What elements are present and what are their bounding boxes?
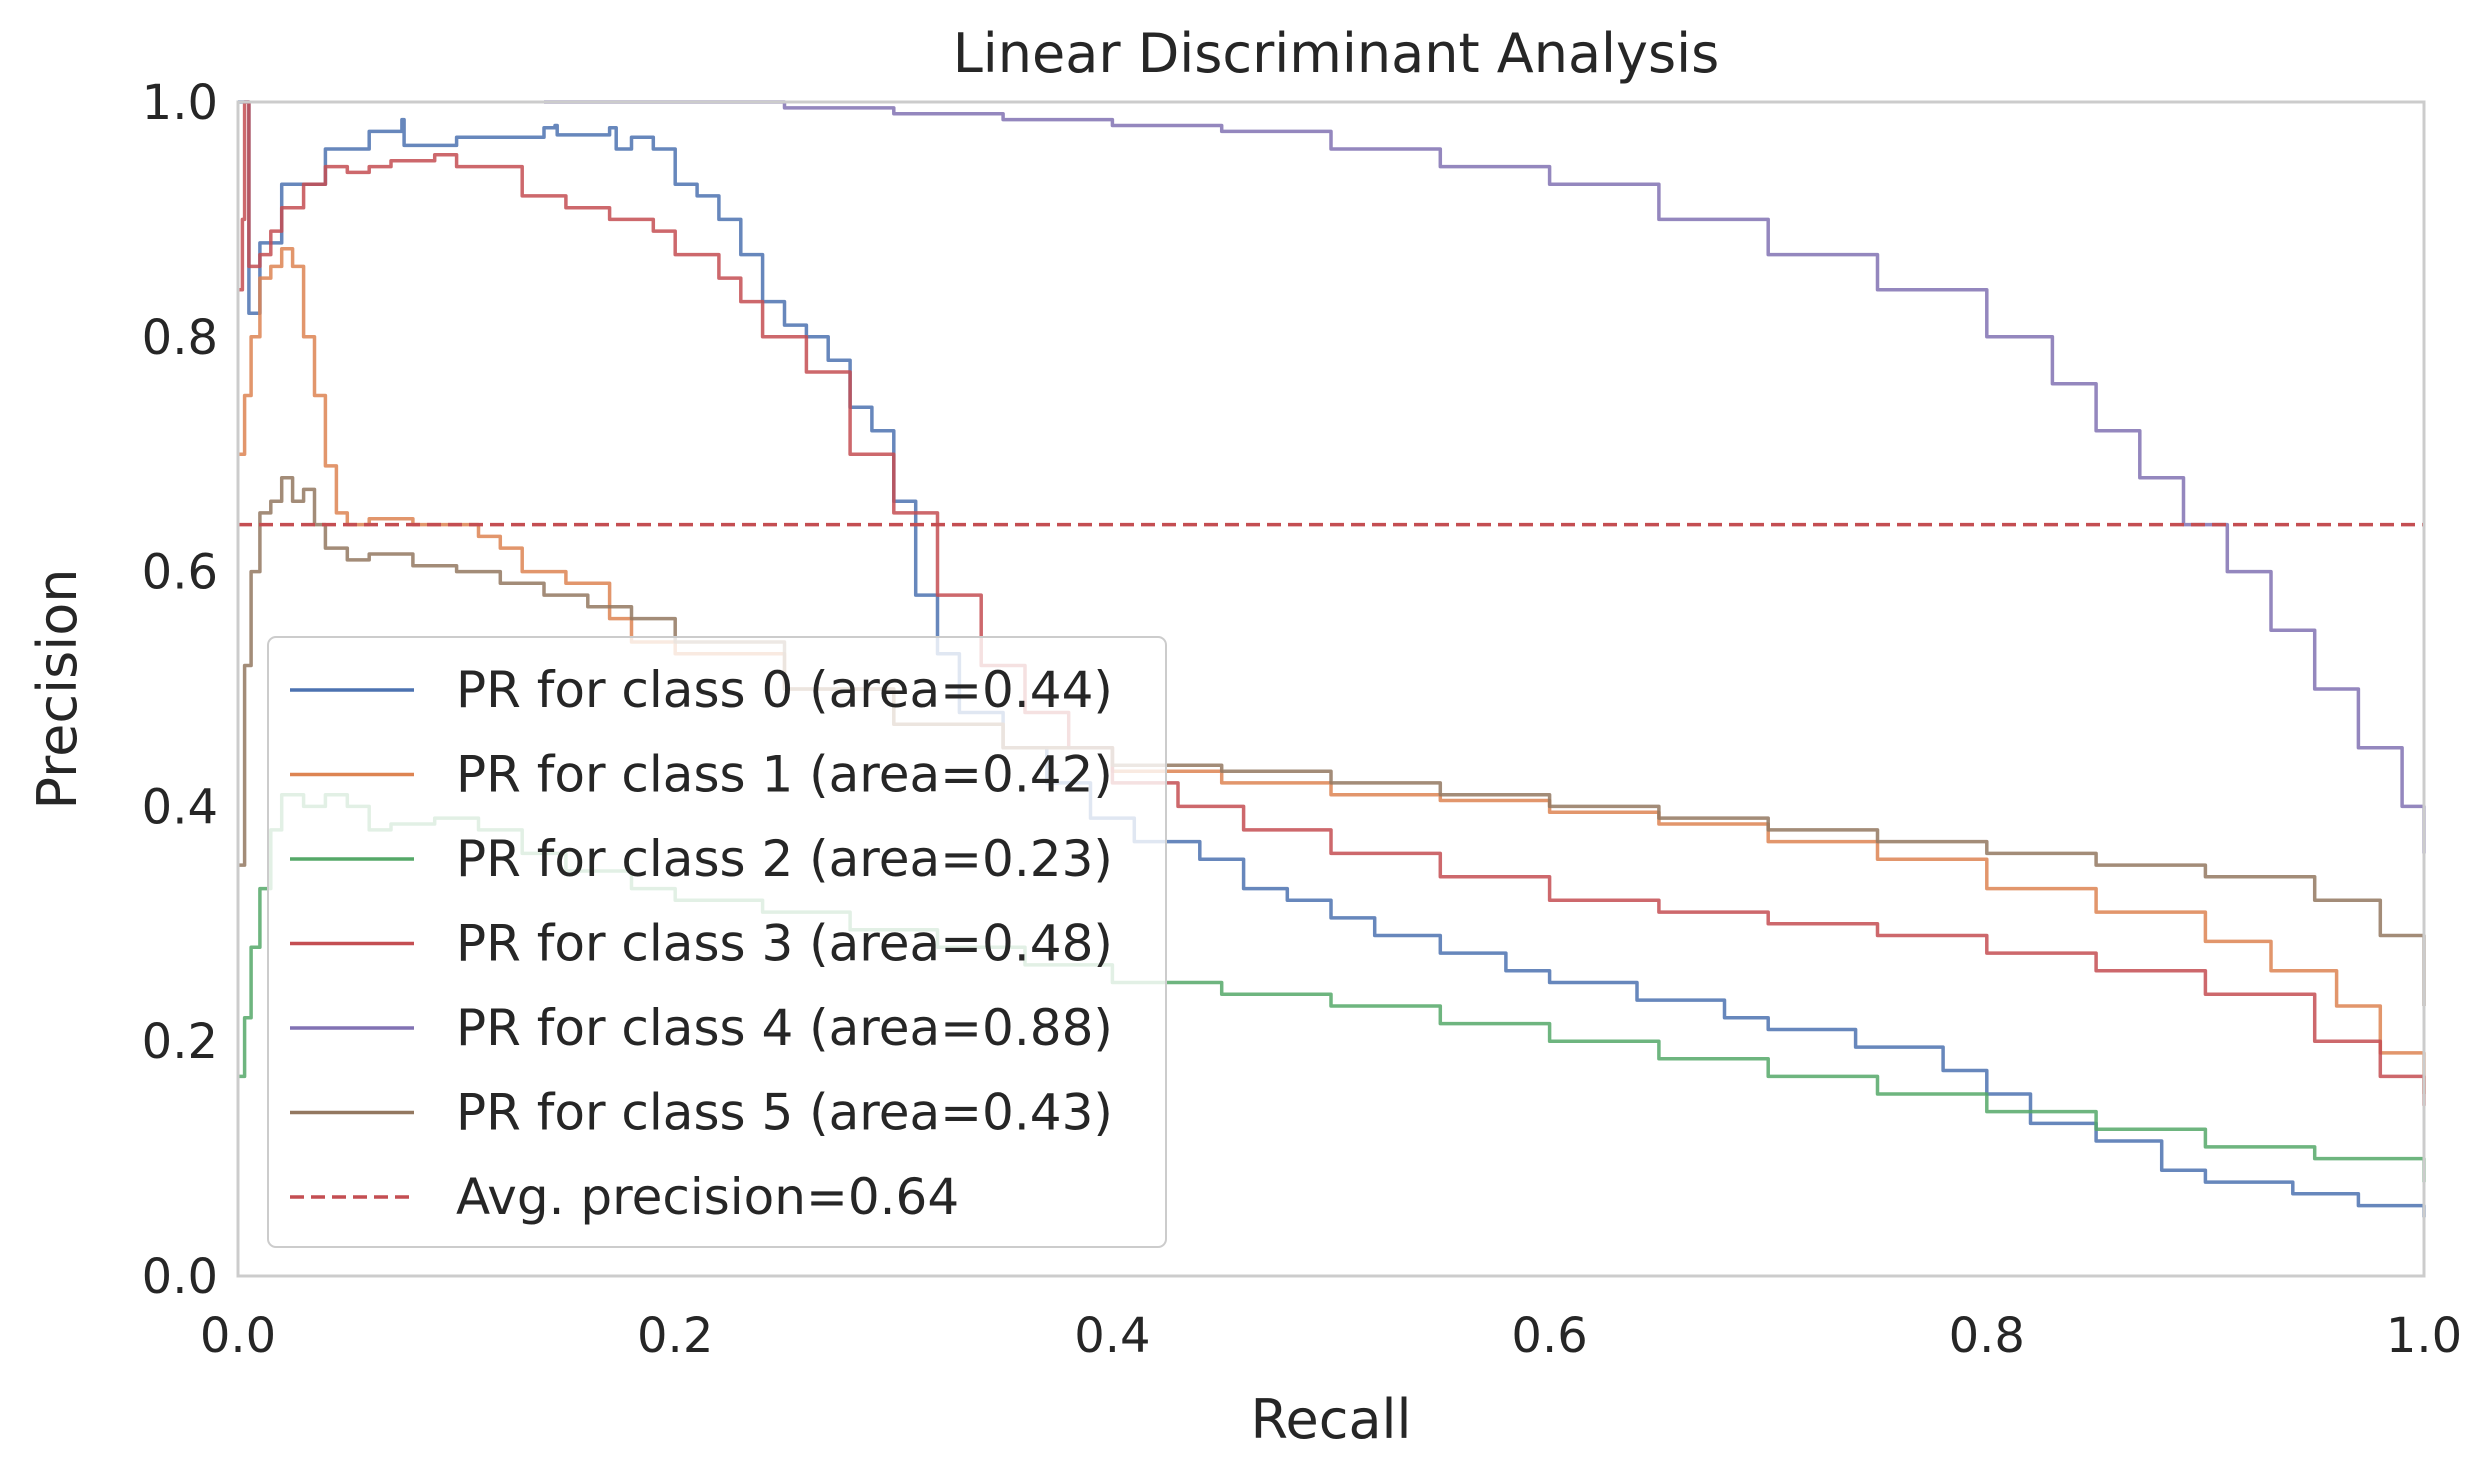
x-tick-label: 0.0 (200, 1308, 276, 1364)
x-tick-label: 0.4 (1074, 1308, 1150, 1364)
chart-title: Linear Discriminant Analysis (953, 22, 1720, 85)
x-tick-label: 0.8 (1949, 1308, 2025, 1364)
x-tick-label: 0.6 (1511, 1308, 1587, 1364)
legend-label: PR for class 3 (area=0.48) (456, 915, 1113, 973)
legend-label: PR for class 2 (area=0.23) (456, 830, 1113, 888)
x-axis-ticks: 0.0 0.2 0.4 0.6 0.8 1.0 (200, 1308, 2462, 1364)
x-axis-label: Recall (1250, 1388, 1411, 1451)
legend: PR for class 0 (area=0.44) PR for class 1… (267, 636, 1167, 1248)
series-line-3 (238, 100, 2426, 1106)
legend-label: PR for class 4 (area=0.88) (456, 999, 1113, 1057)
legend-entries: PR for class 0 (area=0.44) PR for class 1… (290, 661, 1113, 1226)
y-axis-label: Precision (26, 569, 89, 810)
series-line-0 (238, 100, 2426, 1218)
y-tick-label: 0.4 (142, 779, 218, 835)
y-tick-label: 1.0 (142, 75, 218, 131)
legend-label: PR for class 1 (area=0.42) (456, 746, 1113, 804)
legend-box (267, 636, 1167, 1248)
legend-label: PR for class 5 (area=0.43) (456, 1084, 1113, 1142)
legend-label: PR for class 0 (area=0.44) (456, 661, 1113, 719)
y-tick-label: 0.6 (142, 545, 218, 601)
y-tick-label: 0.2 (142, 1014, 218, 1070)
x-tick-label: 1.0 (2386, 1308, 2462, 1364)
y-tick-label: 0.8 (142, 310, 218, 366)
legend-label: Avg. precision=0.64 (456, 1168, 959, 1226)
x-tick-label: 0.2 (637, 1308, 713, 1364)
series-line-4 (544, 100, 2426, 854)
y-tick-label: 0.0 (142, 1249, 218, 1305)
series-line-5 (238, 475, 2426, 1006)
series-line-1 (238, 247, 2426, 1094)
y-axis-ticks: 0.0 0.2 0.4 0.6 0.8 1.0 (142, 75, 218, 1305)
plot-frame (236, 100, 2426, 1278)
